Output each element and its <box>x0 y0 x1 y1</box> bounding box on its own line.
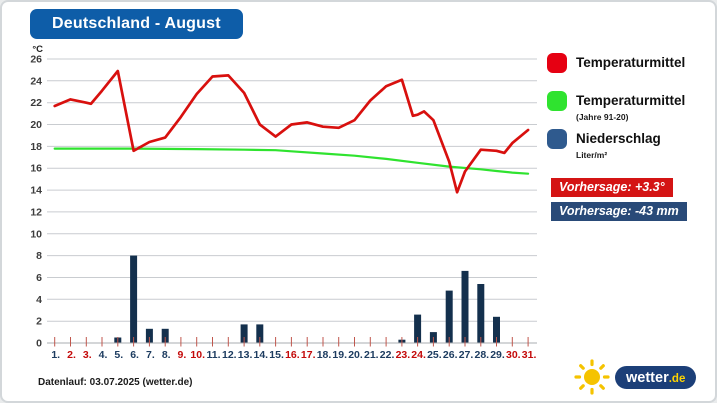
logo-suffix: .de <box>668 372 686 385</box>
data-run-label: Datenlauf: 03.07.2025 (wetter.de) <box>38 377 193 388</box>
legend-label-climate-mean: Temperaturmittel <box>576 93 686 108</box>
temperature-swatch <box>547 53 567 73</box>
x-label: 22. <box>380 349 395 361</box>
svg-text:16: 16 <box>30 163 42 175</box>
x-label: 5. <box>114 349 123 361</box>
x-label-weekend: 16. <box>285 349 300 361</box>
x-label: 20. <box>348 349 363 361</box>
legend-sublabel-climate-years: (Jahre 91-20) <box>576 112 629 122</box>
x-label-weekend: 3. <box>83 349 92 361</box>
x-label: 12. <box>222 349 237 361</box>
x-label-weekend: 10. <box>190 349 205 361</box>
svg-text:20: 20 <box>30 119 42 131</box>
sun-icon <box>574 359 610 395</box>
x-label: 11. <box>206 349 220 361</box>
page-title: Deutschland - August <box>52 15 221 32</box>
x-label: 6. <box>130 349 139 361</box>
x-label: 29. <box>490 349 505 361</box>
x-axis-labels: 1. 2. 3. 4. 5. 6. 7. 8. 9. 10. 11. 12. 13. 14. 15. 16. 1… <box>51 349 536 361</box>
x-label: 21. <box>364 349 379 361</box>
legend-item-temperature: Temperaturmittel <box>547 53 685 73</box>
precipitation-bar <box>161 328 169 343</box>
x-label: 26. <box>443 349 458 361</box>
x-label: 15. <box>269 349 284 361</box>
precipitation-swatch <box>547 129 567 149</box>
precipitation-bar <box>461 270 469 343</box>
wetter-de-logo: wetter.de <box>571 356 697 398</box>
y-axis-unit: °C <box>32 44 43 55</box>
svg-text:24: 24 <box>30 75 42 87</box>
x-label: 27. <box>459 349 474 361</box>
x-label: 7. <box>146 349 155 361</box>
forecast-precipitation-badge: Vorhersage: -43 mm <box>551 202 687 221</box>
x-label-weekend: 31. <box>522 349 537 361</box>
legend-label-precipitation: Niederschlag <box>576 131 661 146</box>
svg-text:4: 4 <box>36 294 42 306</box>
x-label: 19. <box>332 349 347 361</box>
precipitation-bar <box>145 328 153 343</box>
x-label-weekend: 17. <box>301 349 316 361</box>
x-label: 1. <box>51 349 60 361</box>
x-label: 18. <box>317 349 332 361</box>
forecast-temperature-badge: Vorhersage: +3.3° <box>551 178 673 197</box>
svg-text:26: 26 <box>30 54 42 66</box>
svg-text:10: 10 <box>30 228 42 240</box>
x-axis <box>47 337 537 347</box>
svg-text:2: 2 <box>36 316 42 328</box>
x-label-weekend: 30. <box>506 349 521 361</box>
precipitation-bar <box>445 290 453 343</box>
precipitation-bar <box>477 284 485 343</box>
precipitation-bar <box>256 324 264 343</box>
x-label: 8. <box>162 349 171 361</box>
x-label: 13. <box>238 349 253 361</box>
x-label: 14. <box>253 349 268 361</box>
legend-sublabel-precip-unit: Liter/m² <box>576 150 608 160</box>
svg-text:12: 12 <box>30 206 42 218</box>
svg-text:22: 22 <box>30 97 42 109</box>
x-label-weekend: 9. <box>178 349 187 361</box>
legend-item-climate-mean: Temperaturmittel (Jahre 91-20) <box>547 91 685 122</box>
svg-text:14: 14 <box>30 185 42 197</box>
x-label-weekend: 24. <box>411 349 426 361</box>
wetter-de-wordmark: wetter.de <box>615 365 697 389</box>
x-label: 4. <box>99 349 108 361</box>
precipitation-bar <box>240 324 248 343</box>
svg-text:6: 6 <box>36 272 42 284</box>
precipitation-bar <box>414 314 422 343</box>
climate-mean-line <box>53 147 530 175</box>
temperature-line <box>53 69 530 194</box>
x-label-weekend: 2. <box>67 349 76 361</box>
x-label: 25. <box>427 349 442 361</box>
x-label-weekend: 23. <box>396 349 411 361</box>
x-label: 28. <box>474 349 489 361</box>
title-banner: Deutschland - August <box>30 9 243 39</box>
climate-mean-swatch <box>547 91 567 111</box>
svg-text:18: 18 <box>30 141 42 153</box>
svg-text:8: 8 <box>36 250 42 262</box>
svg-text:0: 0 <box>36 338 42 350</box>
precipitation-bar <box>493 316 500 343</box>
logo-word: wetter <box>626 369 669 386</box>
precipitation-bar <box>130 255 138 343</box>
legend-label-temperature: Temperaturmittel <box>576 55 686 70</box>
legend-item-precipitation: Niederschlag Liter/m² <box>547 129 661 160</box>
